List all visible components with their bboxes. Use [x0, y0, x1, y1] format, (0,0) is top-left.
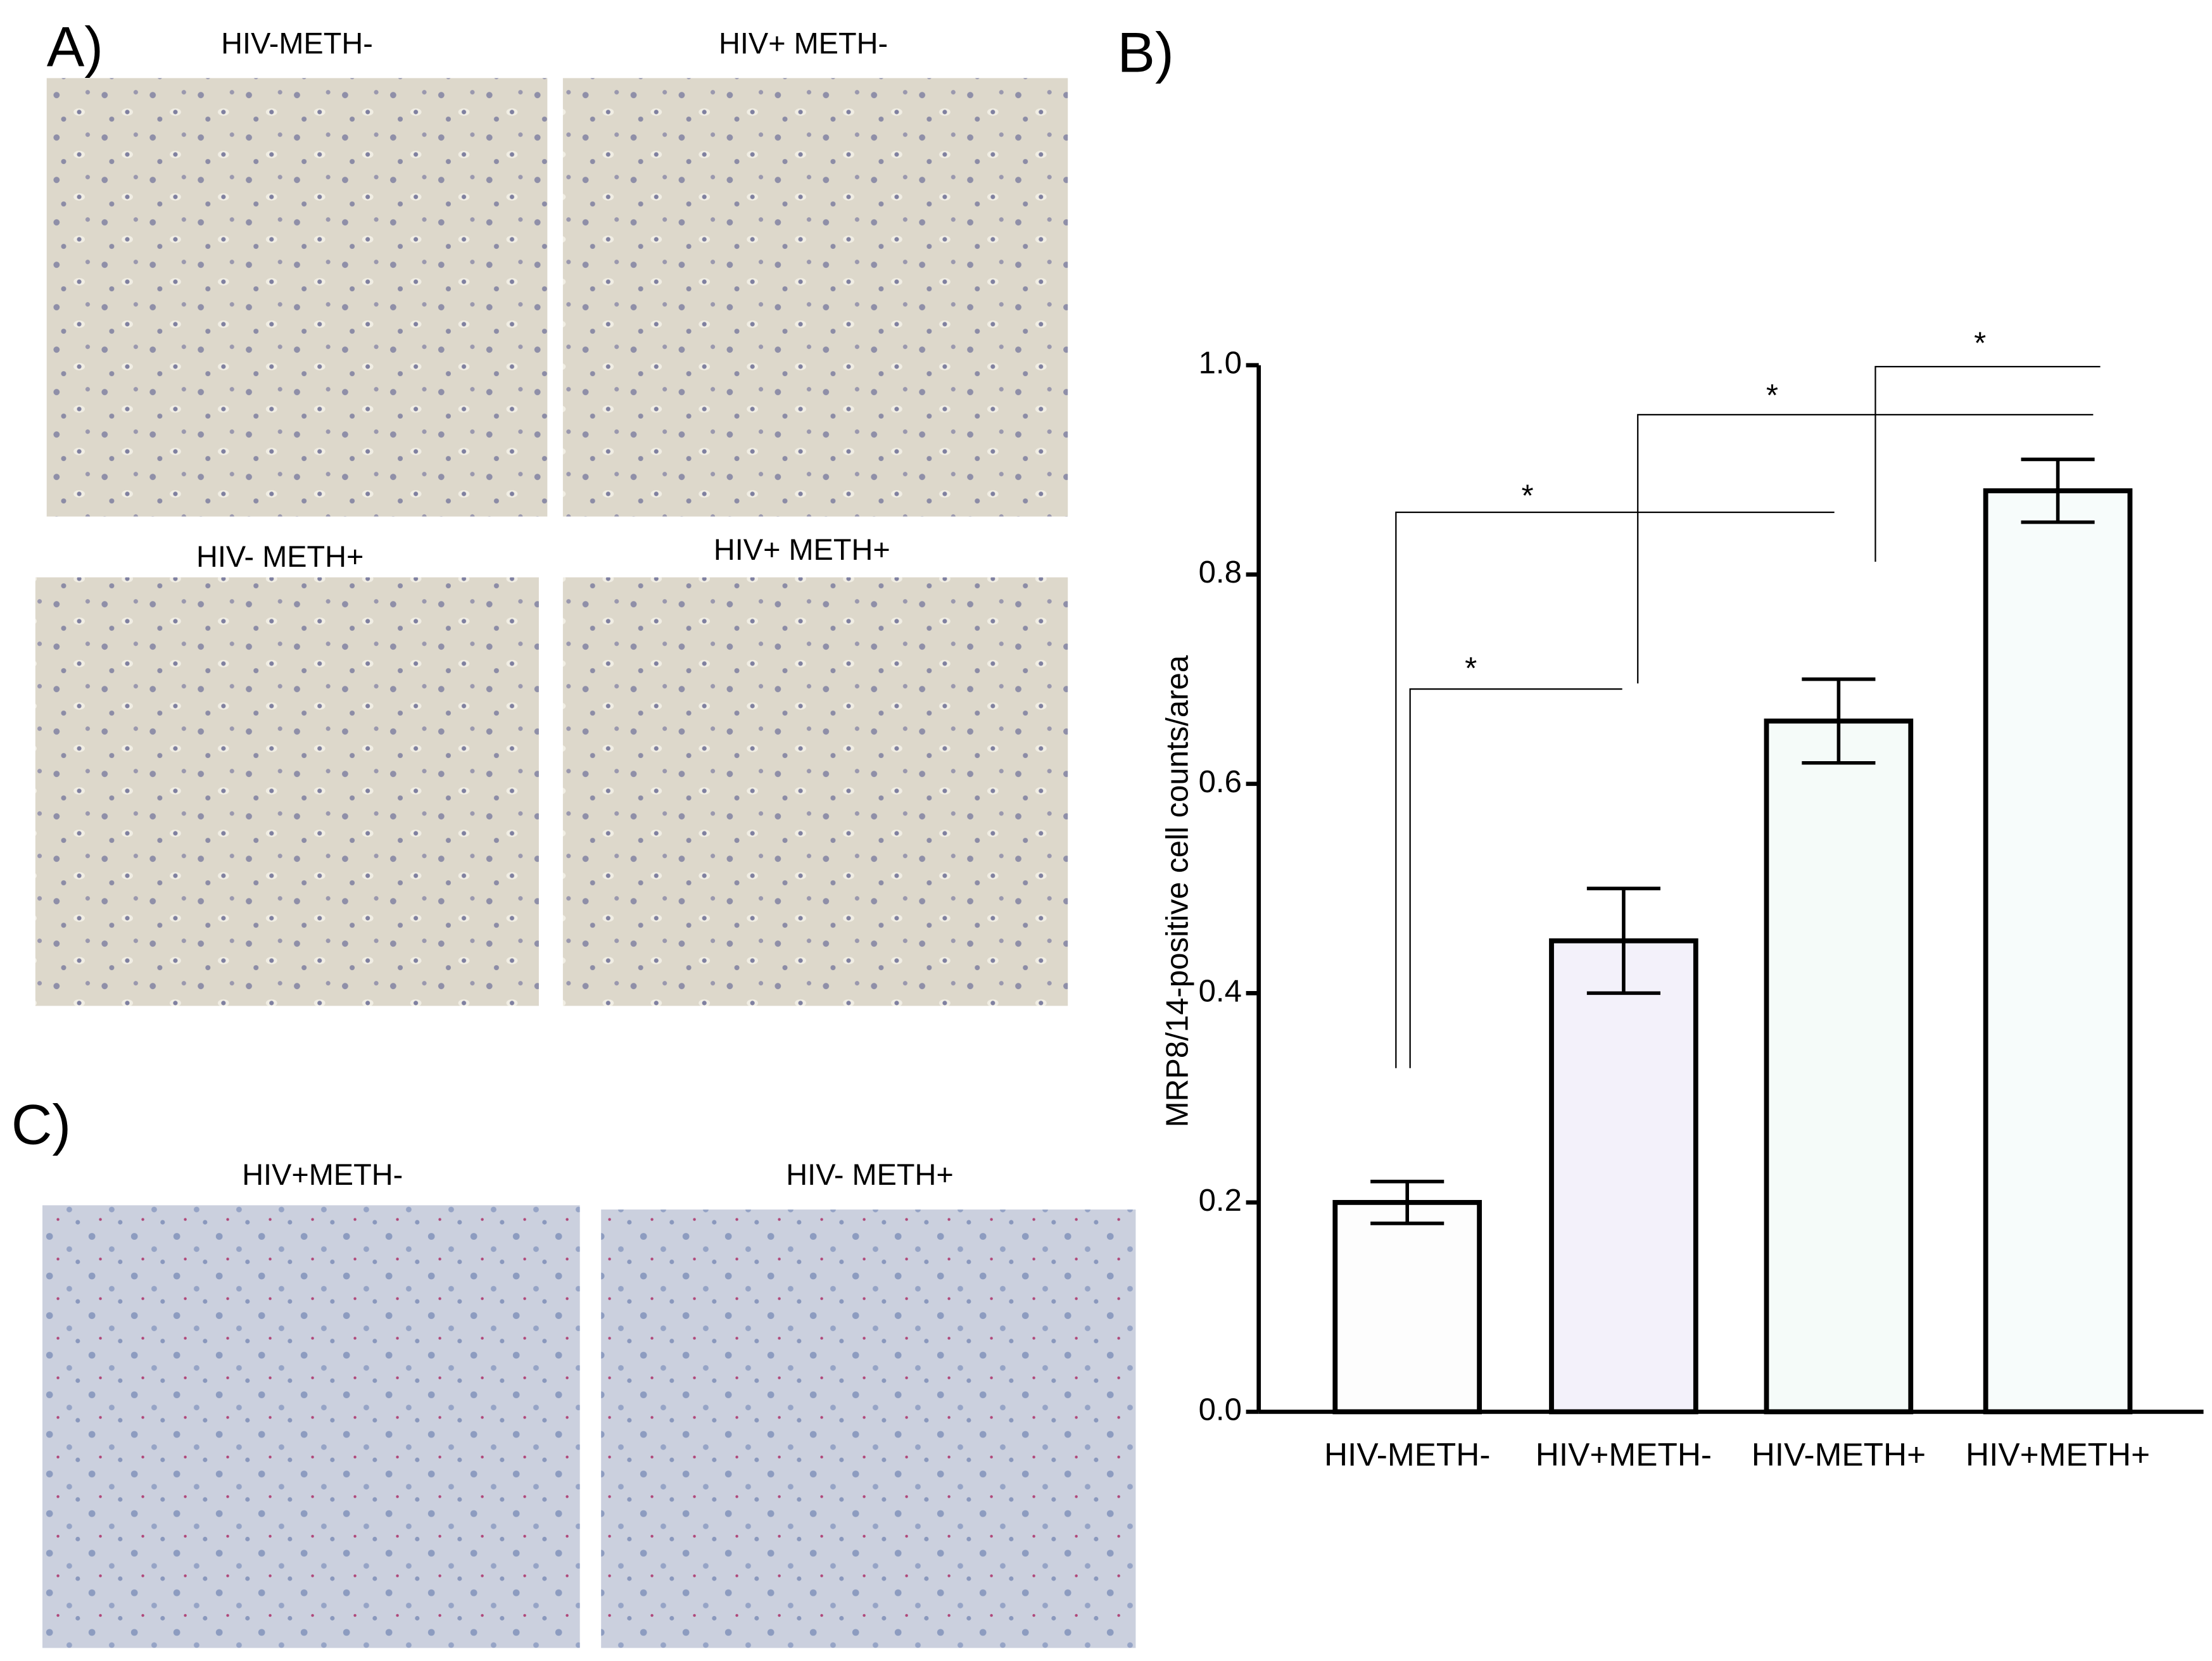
panel-label: A)	[47, 15, 103, 79]
x-tick-label: HIV-METH+	[1752, 1436, 1926, 1472]
y-tick-label: 0.8	[1199, 555, 1242, 590]
y-tick-label: 1.0	[1199, 346, 1242, 381]
significance-bracket	[1395, 511, 1835, 1068]
x-tick-label: HIV-METH-	[1324, 1436, 1491, 1472]
significance-star: *	[1974, 326, 1986, 360]
significance-bracket	[1874, 365, 2101, 562]
panel-label: C)	[11, 1092, 71, 1156]
x-tick-label: HIV+METH+	[1966, 1436, 2150, 1472]
micrograph	[562, 78, 1068, 517]
x-tick-label: HIV+METH-	[1536, 1436, 1712, 1472]
significance-bracket	[1409, 688, 1622, 1068]
micrograph	[42, 1205, 580, 1648]
significance-star: *	[1521, 479, 1533, 514]
bar	[1332, 1199, 1482, 1415]
y-tick-label: 0.0	[1199, 1393, 1242, 1427]
image-caption: HIV- METH+	[196, 540, 363, 573]
significance-bracket	[1637, 414, 2094, 684]
micrograph	[601, 1209, 1136, 1648]
micrograph	[35, 577, 539, 1006]
image-caption: HIV+METH-	[242, 1158, 403, 1191]
bar	[1764, 718, 1914, 1415]
image-caption: HIV+ METH-	[719, 27, 888, 60]
image-caption: HIV- METH+	[786, 1158, 953, 1191]
micrograph	[46, 78, 548, 517]
image-caption: HIV-METH-	[221, 27, 373, 60]
y-axis-label: MRP8/14-positive cell counts/area	[1161, 655, 1195, 1127]
bar	[1549, 938, 1698, 1415]
micrograph	[562, 577, 1068, 1006]
y-tick-label: 0.4	[1199, 974, 1242, 1008]
significance-star: *	[1465, 652, 1477, 686]
panel-label: B)	[1117, 20, 1173, 84]
y-tick-label: 0.6	[1199, 765, 1242, 799]
bar	[1983, 488, 2133, 1415]
y-tick-label: 0.2	[1199, 1184, 1242, 1218]
significance-star: *	[1766, 379, 1778, 413]
image-caption: HIV+ METH+	[714, 533, 890, 566]
